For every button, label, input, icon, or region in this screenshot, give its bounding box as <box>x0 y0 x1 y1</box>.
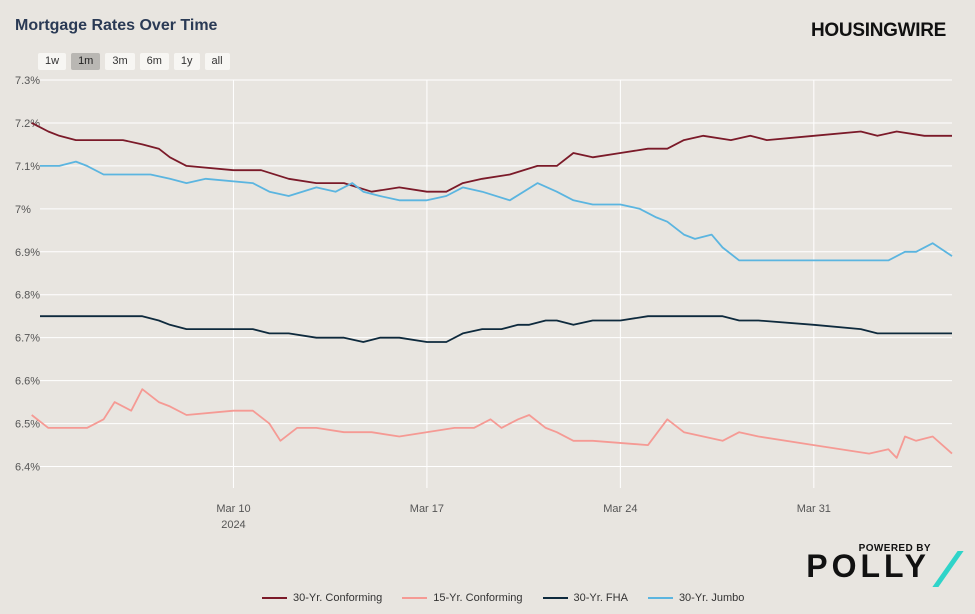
legend-item-30yr-fha[interactable]: 30-Yr. FHA <box>542 592 628 604</box>
y-tick-label: 6.7% <box>15 333 40 345</box>
x-tick-label: Mar 10 <box>216 503 250 515</box>
housingwire-logo: HOUSINGWIRE <box>811 20 946 41</box>
polly-logo: POLLY <box>806 548 930 584</box>
range-button-1y[interactable]: 1y <box>173 53 200 70</box>
range-button-all[interactable]: all <box>204 53 230 70</box>
y-tick-label: 6.4% <box>15 462 40 474</box>
powered-by-label: POWERED BY <box>858 543 931 554</box>
legend-label: 30-Yr. FHA <box>573 592 628 604</box>
legend-item-30yr-conforming[interactable]: 30-Yr. Conforming <box>262 592 382 604</box>
legend-swatch <box>542 597 568 599</box>
legend-swatch <box>402 597 428 599</box>
legend-label: 30-Yr. Conforming <box>293 592 383 604</box>
range-button-1w[interactable]: 1w <box>38 53 67 70</box>
legend-label: 15-Yr. Conforming <box>433 592 523 604</box>
chart-title: Mortgage Rates Over Time <box>15 17 218 34</box>
legend-label: 30-Yr. Jumbo <box>678 592 745 604</box>
legend-swatch <box>262 597 287 599</box>
series-line-30yr-fha <box>40 315 952 343</box>
range-selector: 1w 1m 3m 6m 1y all <box>38 53 230 70</box>
y-tick-label: 7.3% <box>15 75 40 87</box>
y-tick-label: 7.1% <box>15 161 40 173</box>
range-button-6m[interactable]: 6m <box>139 53 169 70</box>
range-button-1m[interactable]: 1m <box>71 53 101 70</box>
y-tick-label: 7.2% <box>15 118 40 130</box>
y-tick-label: 7% <box>15 204 31 216</box>
series-line-30yr-conforming <box>31 122 952 193</box>
series-line-15yr-conforming <box>31 388 953 459</box>
series-line-30yr-jumbo <box>40 160 953 262</box>
y-tick-label: 6.8% <box>15 290 40 302</box>
x-tick-label: Mar 17 <box>410 503 444 515</box>
chart-legend: 30-Yr. Conforming 15-Yr. Conforming 30-Y… <box>262 592 744 604</box>
x-tick-label: Mar 31 <box>797 503 831 515</box>
legend-swatch <box>647 597 673 599</box>
y-tick-label: 6.6% <box>15 376 40 388</box>
range-button-3m[interactable]: 3m <box>105 53 135 70</box>
y-tick-label: 6.9% <box>15 247 40 259</box>
legend-item-30yr-jumbo[interactable]: 30-Yr. Jumbo <box>647 592 745 604</box>
y-tick-label: 6.5% <box>15 419 40 431</box>
legend-item-15yr-conforming[interactable]: 15-Yr. Conforming <box>402 592 523 604</box>
x-tick-label: Mar 24 <box>603 503 637 515</box>
x-tick-sublabel: 2024 <box>221 519 245 531</box>
